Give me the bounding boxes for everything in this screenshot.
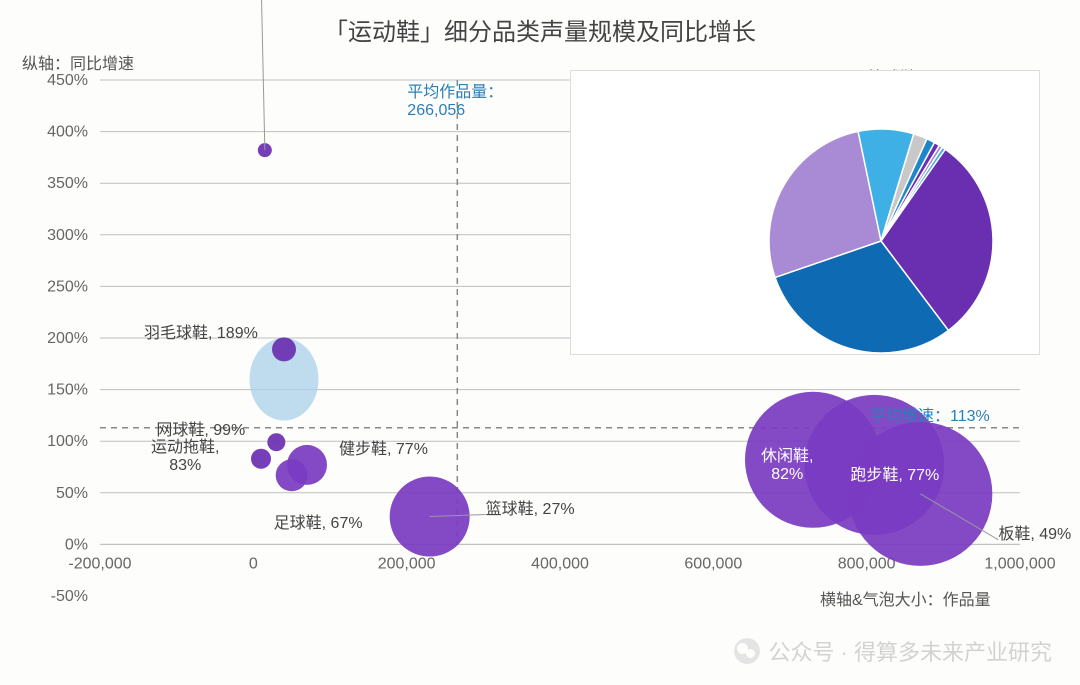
svg-text:450%: 450% — [47, 72, 88, 89]
svg-text:0%: 0% — [65, 536, 88, 553]
svg-text:250%: 250% — [47, 278, 88, 295]
bubble-label-休闲鞋: 休闲鞋,82% — [761, 448, 813, 485]
svg-text:0: 0 — [249, 555, 258, 572]
x-axis-title: 横轴&气泡大小：作品量 — [820, 586, 991, 610]
bubble-label-健步鞋: 健步鞋, 77% — [339, 435, 428, 459]
svg-text:200,000: 200,000 — [378, 555, 436, 572]
svg-text:-50%: -50% — [51, 588, 88, 605]
bubble-label-网球鞋: 网球鞋, 99% — [156, 416, 245, 440]
bubble-label-运动拖鞋: 运动拖鞋,83% — [151, 439, 219, 476]
svg-text:1,000,000: 1,000,000 — [984, 555, 1055, 572]
bubble-label-板鞋: 板鞋, 49% — [998, 520, 1071, 544]
svg-text:150%: 150% — [47, 382, 88, 399]
svg-text:300%: 300% — [47, 227, 88, 244]
bubble-label-羽毛球鞋: 羽毛球鞋, 189% — [144, 319, 258, 343]
svg-text:100%: 100% — [47, 433, 88, 450]
bubble-label-足球鞋: 足球鞋, 67% — [274, 509, 363, 533]
svg-text:600,000: 600,000 — [684, 555, 742, 572]
pie-chart — [571, 71, 1041, 356]
pie-panel — [570, 70, 1040, 355]
bubble-label-篮球鞋: 篮球鞋, 27% — [486, 495, 575, 519]
svg-text:200%: 200% — [47, 330, 88, 347]
avg-volume-label: 平均作品量：266,056 — [407, 78, 503, 120]
svg-text:-200,000: -200,000 — [68, 555, 131, 572]
svg-text:350%: 350% — [47, 175, 88, 192]
svg-text:400,000: 400,000 — [531, 555, 589, 572]
avg-growth-label: 平均增速：113% — [870, 402, 990, 426]
svg-text:50%: 50% — [56, 485, 88, 502]
svg-text:800,000: 800,000 — [838, 555, 896, 572]
bubble-label-跑步鞋: 跑步鞋, 77% — [850, 461, 939, 485]
svg-text:400%: 400% — [47, 124, 88, 141]
